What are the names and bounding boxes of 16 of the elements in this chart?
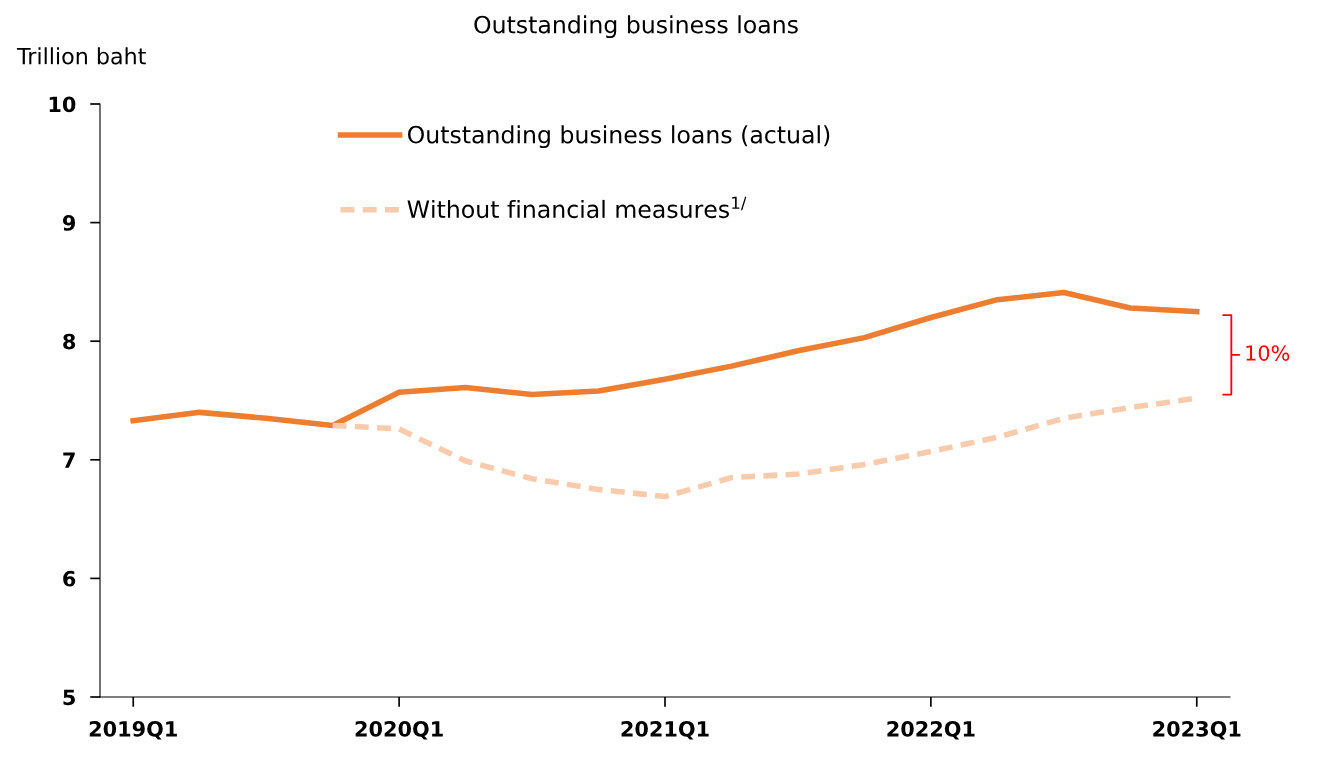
x-tick-label: 2023Q1: [1153, 720, 1241, 740]
y-tick-label: 6: [63, 570, 76, 587]
y-tick-label: 5: [63, 689, 75, 706]
x-tick-label: 2022Q1: [887, 720, 975, 740]
chart-title: Outstanding business loans: [474, 15, 798, 39]
x-tick-label: 2020Q1: [355, 720, 443, 740]
y-tick-label: 10: [49, 96, 76, 113]
legend-label: Without financial measures$^{1/}$: [407, 196, 747, 219]
x-tick-label: 2021Q1: [621, 720, 709, 740]
text: 10%: [1246, 345, 1290, 361]
y-tick-label: 8: [63, 333, 76, 350]
legend-label: Outstanding business loans (actual): [407, 125, 830, 149]
y-axis-title: Trillion baht: [16, 47, 146, 65]
x-tick-label: 2019Q1: [89, 720, 177, 740]
y-tick-label: 9: [62, 215, 76, 231]
y-tick-label: 7: [63, 452, 75, 468]
